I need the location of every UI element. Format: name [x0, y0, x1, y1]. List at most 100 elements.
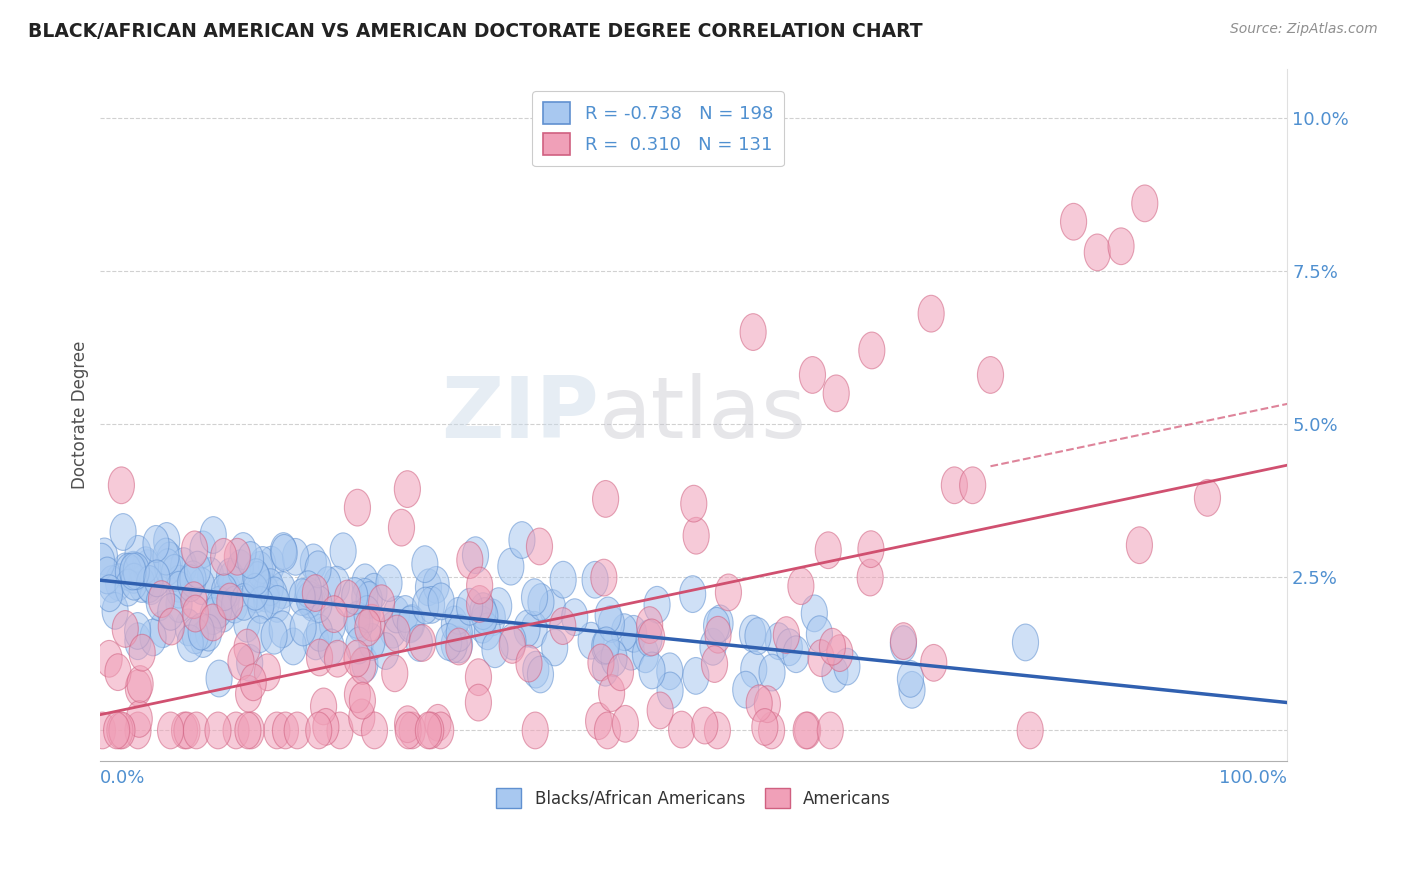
Ellipse shape	[1108, 227, 1135, 265]
Ellipse shape	[290, 609, 316, 646]
Ellipse shape	[633, 636, 658, 673]
Ellipse shape	[110, 514, 136, 550]
Ellipse shape	[636, 620, 662, 657]
Ellipse shape	[592, 628, 617, 665]
Ellipse shape	[592, 481, 619, 517]
Ellipse shape	[143, 525, 169, 562]
Ellipse shape	[479, 599, 505, 636]
Ellipse shape	[446, 598, 471, 634]
Ellipse shape	[344, 490, 371, 526]
Ellipse shape	[121, 564, 148, 600]
Ellipse shape	[381, 655, 408, 691]
Ellipse shape	[181, 582, 207, 618]
Ellipse shape	[619, 633, 644, 670]
Ellipse shape	[120, 553, 146, 590]
Ellipse shape	[98, 566, 125, 602]
Ellipse shape	[758, 712, 785, 748]
Ellipse shape	[247, 551, 273, 588]
Ellipse shape	[211, 574, 238, 610]
Ellipse shape	[436, 624, 461, 660]
Ellipse shape	[190, 531, 217, 568]
Ellipse shape	[305, 712, 332, 748]
Ellipse shape	[205, 591, 232, 628]
Ellipse shape	[817, 712, 844, 748]
Ellipse shape	[960, 467, 986, 504]
Ellipse shape	[704, 616, 731, 653]
Ellipse shape	[125, 613, 150, 649]
Ellipse shape	[352, 564, 378, 600]
Ellipse shape	[176, 609, 201, 646]
Ellipse shape	[157, 593, 184, 631]
Ellipse shape	[325, 640, 350, 677]
Ellipse shape	[406, 624, 433, 661]
Ellipse shape	[747, 685, 772, 722]
Ellipse shape	[394, 471, 420, 508]
Ellipse shape	[269, 611, 295, 648]
Ellipse shape	[135, 549, 160, 587]
Ellipse shape	[250, 547, 276, 583]
Ellipse shape	[318, 629, 344, 665]
Ellipse shape	[302, 574, 329, 611]
Ellipse shape	[183, 712, 209, 748]
Ellipse shape	[700, 628, 725, 665]
Ellipse shape	[307, 640, 333, 676]
Ellipse shape	[125, 623, 150, 659]
Ellipse shape	[1194, 480, 1220, 516]
Ellipse shape	[679, 575, 706, 613]
Ellipse shape	[121, 557, 148, 593]
Ellipse shape	[441, 606, 467, 643]
Ellipse shape	[412, 587, 439, 624]
Ellipse shape	[121, 551, 146, 588]
Ellipse shape	[200, 516, 226, 553]
Ellipse shape	[595, 712, 620, 748]
Ellipse shape	[668, 711, 695, 748]
Ellipse shape	[482, 631, 508, 667]
Ellipse shape	[112, 553, 138, 590]
Ellipse shape	[942, 467, 967, 504]
Ellipse shape	[515, 610, 540, 647]
Ellipse shape	[262, 577, 287, 614]
Ellipse shape	[349, 699, 375, 736]
Ellipse shape	[707, 605, 733, 641]
Ellipse shape	[561, 599, 588, 636]
Y-axis label: Doctorate Degree: Doctorate Degree	[72, 341, 89, 489]
Ellipse shape	[238, 712, 264, 748]
Ellipse shape	[470, 592, 496, 630]
Ellipse shape	[702, 646, 727, 682]
Ellipse shape	[132, 547, 159, 583]
Ellipse shape	[225, 539, 250, 575]
Ellipse shape	[136, 566, 163, 602]
Ellipse shape	[423, 566, 450, 603]
Ellipse shape	[827, 635, 853, 672]
Ellipse shape	[800, 357, 825, 393]
Ellipse shape	[526, 528, 553, 565]
Ellipse shape	[612, 614, 637, 650]
Ellipse shape	[107, 712, 134, 748]
Ellipse shape	[323, 566, 350, 603]
Ellipse shape	[270, 572, 295, 608]
Ellipse shape	[399, 605, 425, 641]
Ellipse shape	[342, 578, 368, 615]
Ellipse shape	[235, 712, 262, 748]
Ellipse shape	[794, 712, 821, 748]
Ellipse shape	[361, 712, 388, 748]
Ellipse shape	[346, 627, 373, 664]
Ellipse shape	[485, 588, 512, 624]
Ellipse shape	[97, 574, 122, 612]
Ellipse shape	[159, 608, 184, 645]
Ellipse shape	[637, 607, 662, 643]
Ellipse shape	[683, 657, 709, 694]
Ellipse shape	[703, 607, 730, 644]
Ellipse shape	[823, 656, 848, 692]
Ellipse shape	[457, 589, 482, 625]
Text: 100.0%: 100.0%	[1219, 770, 1288, 788]
Ellipse shape	[793, 712, 820, 748]
Ellipse shape	[527, 656, 554, 693]
Ellipse shape	[733, 672, 759, 708]
Ellipse shape	[212, 582, 239, 620]
Ellipse shape	[207, 660, 232, 697]
Ellipse shape	[166, 566, 193, 602]
Ellipse shape	[125, 535, 150, 573]
Ellipse shape	[647, 692, 673, 729]
Ellipse shape	[125, 670, 152, 706]
